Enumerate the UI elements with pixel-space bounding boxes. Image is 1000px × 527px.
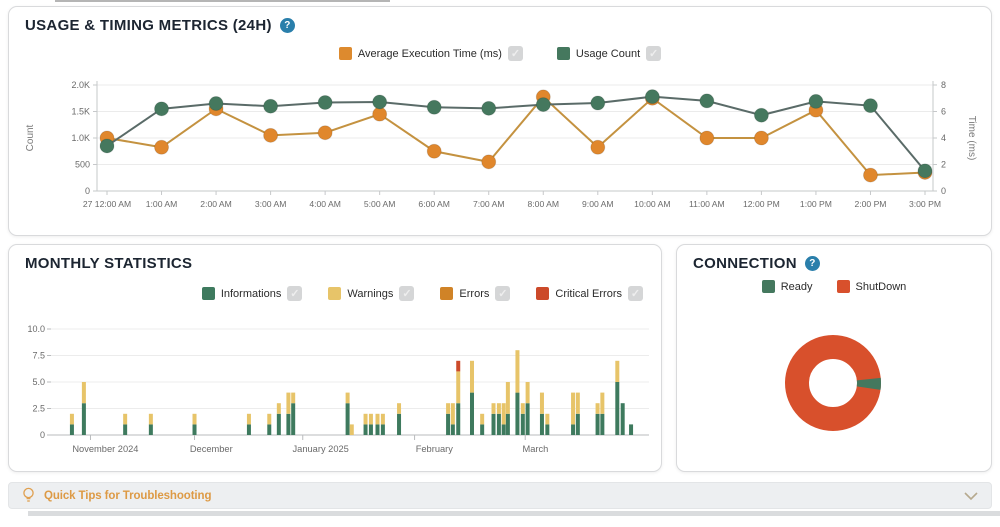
- svg-text:6: 6: [941, 107, 946, 117]
- monthly-panel-title: MONTHLY STATISTICS: [25, 255, 193, 272]
- legend-label: Errors: [459, 287, 490, 300]
- legend-label: ShutDown: [855, 280, 907, 293]
- svg-text:7.5: 7.5: [32, 351, 45, 361]
- errors-swatch: [440, 287, 454, 300]
- svg-text:March: March: [522, 444, 548, 454]
- svg-text:1:00 AM: 1:00 AM: [146, 199, 178, 209]
- warnings-swatch: [328, 287, 342, 300]
- svg-text:6:00 AM: 6:00 AM: [418, 199, 450, 209]
- svg-text:1:00 PM: 1:00 PM: [800, 199, 832, 209]
- connection-legend: Ready ShutDown: [677, 280, 991, 293]
- svg-text:2:00 AM: 2:00 AM: [200, 199, 232, 209]
- svg-text:7:00 AM: 7:00 AM: [473, 199, 505, 209]
- axis-titles: Count Time (ms): [25, 116, 977, 161]
- legend-label: Average Execution Time (ms): [357, 47, 502, 60]
- monthly-statistics-panel: MONTHLY STATISTICS Informations Warnings…: [8, 244, 662, 472]
- usage-panel-title: USAGE & TIMING METRICS (24H): [25, 17, 272, 34]
- svg-text:9:00 AM: 9:00 AM: [582, 199, 614, 209]
- legend-item-critical-errors: Critical Errors: [536, 286, 643, 301]
- svg-text:4:00 AM: 4:00 AM: [309, 199, 341, 209]
- connection-panel-title: CONNECTION: [693, 255, 797, 272]
- legend-checkbox[interactable]: [646, 46, 662, 61]
- svg-text:10:00 AM: 10:00 AM: [634, 199, 670, 209]
- legend-label: Usage Count: [575, 47, 641, 60]
- help-icon[interactable]: ?: [279, 18, 295, 33]
- monthly-statistics-bar-chart[interactable]: 0 2.5 5.0 7.5 10.0 November 2024 December Janua…: [13, 315, 659, 465]
- svg-text:2.5: 2.5: [32, 404, 45, 414]
- svg-text:January 2025: January 2025: [293, 444, 349, 454]
- svg-text:0: 0: [941, 186, 946, 196]
- svg-text:Time (ms): Time (ms): [966, 116, 977, 161]
- svg-text:10.0: 10.0: [27, 324, 45, 334]
- svg-text:Count: Count: [25, 124, 36, 151]
- svg-text:3:00 AM: 3:00 AM: [255, 199, 287, 209]
- quick-tips-expander[interactable]: Quick Tips for Troubleshooting: [8, 482, 992, 509]
- usage-timing-panel: USAGE & TIMING METRICS (24H) ? Average E…: [8, 6, 992, 236]
- lightbulb-icon: [23, 487, 34, 502]
- svg-text:2.0K: 2.0K: [71, 80, 90, 90]
- legend-item-ready: Ready: [761, 280, 813, 293]
- svg-text:5.0: 5.0: [32, 377, 45, 387]
- svg-text:500: 500: [75, 160, 90, 170]
- svg-text:February: February: [416, 444, 454, 454]
- chevron-down-icon[interactable]: [963, 491, 979, 501]
- usage-count-swatch: [556, 47, 570, 60]
- svg-text:2:00 PM: 2:00 PM: [854, 199, 886, 209]
- svg-text:0: 0: [85, 186, 90, 196]
- ready-swatch: [761, 280, 775, 293]
- legend-label: Informations: [220, 287, 282, 300]
- legend-label: Critical Errors: [555, 287, 622, 300]
- svg-text:12:00 PM: 12:00 PM: [743, 199, 780, 209]
- screen-edge-artifact: [55, 0, 390, 2]
- usage-count-series[interactable]: [99, 89, 933, 179]
- svg-text:27 12:00 AM: 27 12:00 AM: [83, 199, 131, 209]
- svg-text:2: 2: [941, 160, 946, 170]
- quick-tips-label: Quick Tips for Troubleshooting: [44, 489, 212, 502]
- critical-errors-swatch: [536, 287, 550, 300]
- exec-time-swatch: [338, 47, 352, 60]
- legend-item-informations: Informations: [201, 286, 303, 301]
- bottom-divider: [28, 511, 1000, 516]
- legend-item-errors: Errors: [440, 286, 511, 301]
- gridlines: 0 500 1.0K 1.5K 2.0K 0 2 4 6 8: [71, 80, 946, 196]
- legend-item-warnings: Warnings: [328, 286, 415, 301]
- legend-checkbox[interactable]: [287, 286, 303, 301]
- gridlines: 0 2.5 5.0 7.5 10.0: [27, 324, 649, 440]
- svg-text:3:00 PM: 3:00 PM: [909, 199, 941, 209]
- legend-label: Warnings: [347, 287, 394, 300]
- legend-checkbox[interactable]: [495, 286, 511, 301]
- usage-legend: Average Execution Time (ms) Usage Count: [9, 46, 991, 61]
- connection-donut-chart[interactable]: [677, 303, 993, 469]
- svg-text:4: 4: [941, 133, 946, 143]
- x-axis-labels: November 2024 December January 2025 Februar…: [72, 435, 548, 454]
- svg-text:0: 0: [40, 430, 45, 440]
- monthly-legend: Informations Warnings Errors Critical Er…: [9, 286, 661, 301]
- legend-checkbox[interactable]: [507, 46, 523, 61]
- shutdown-swatch: [836, 280, 850, 293]
- legend-item-usage-count: Usage Count: [556, 46, 662, 61]
- svg-text:5:00 AM: 5:00 AM: [364, 199, 396, 209]
- svg-text:December: December: [190, 444, 233, 454]
- svg-text:8:00 AM: 8:00 AM: [528, 199, 560, 209]
- legend-label: Ready: [780, 280, 813, 293]
- svg-text:November 2024: November 2024: [72, 444, 138, 454]
- informations-swatch: [201, 287, 215, 300]
- svg-text:8: 8: [941, 80, 946, 90]
- legend-item-exec-time: Average Execution Time (ms): [338, 46, 523, 61]
- legend-checkbox[interactable]: [399, 286, 415, 301]
- help-icon[interactable]: ?: [804, 256, 820, 271]
- legend-checkbox[interactable]: [628, 286, 643, 301]
- svg-text:1.5K: 1.5K: [71, 107, 90, 117]
- x-axis-labels: 27 12:00 AM 1:00 AM 2:00 AM 3:00 AM 4:00 AM 5…: [83, 191, 941, 209]
- legend-item-shutdown: ShutDown: [836, 280, 907, 293]
- svg-text:1.0K: 1.0K: [71, 133, 90, 143]
- svg-text:11:00 AM: 11:00 AM: [689, 199, 725, 209]
- connection-panel: CONNECTION ? Ready ShutDown: [676, 244, 992, 472]
- stacked-bars[interactable]: [69, 350, 634, 435]
